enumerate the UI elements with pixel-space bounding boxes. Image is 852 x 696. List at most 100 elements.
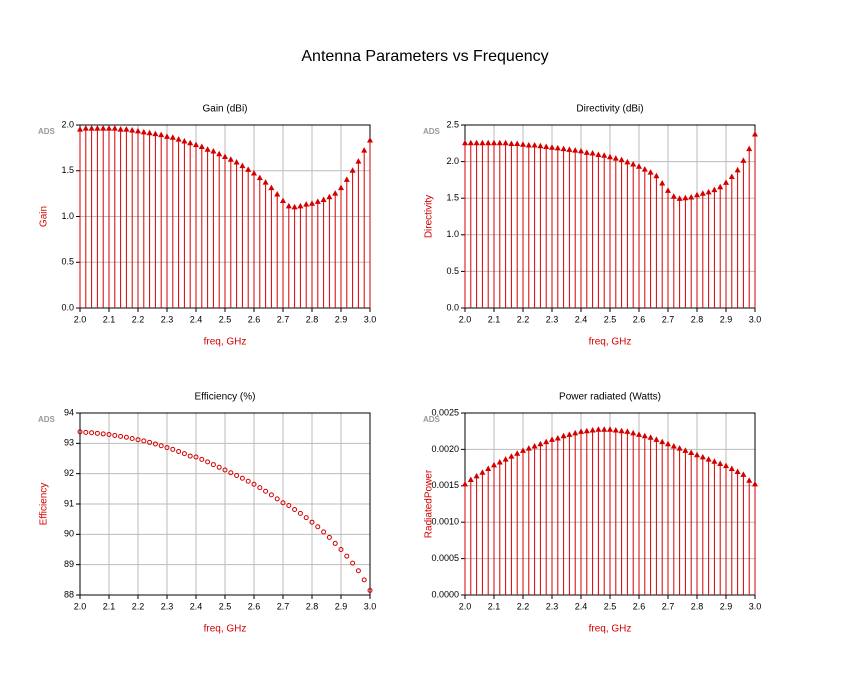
y-tick-label: 1.0 [446, 229, 459, 239]
x-tick-label: 2.4 [575, 601, 588, 611]
x-tick-label: 2.8 [691, 601, 704, 611]
marker [263, 488, 269, 494]
marker [653, 436, 660, 442]
marker [636, 431, 642, 437]
marker [274, 191, 281, 197]
marker [740, 157, 747, 163]
watermark: ADS [38, 127, 56, 136]
marker [734, 468, 741, 474]
marker [367, 587, 373, 593]
x-tick-label: 2.9 [335, 314, 348, 324]
x-tick-label: 2.6 [248, 601, 261, 611]
marker [705, 456, 712, 462]
marker [531, 442, 538, 449]
marker [268, 184, 275, 191]
subplot: Efficiency (%) ADS freq, GHz Efficiency 88 89… [38, 392, 376, 635]
marker [355, 158, 362, 164]
marker [367, 137, 373, 143]
y-tick-label: 92 [64, 468, 74, 478]
marker [297, 510, 303, 516]
y-tick-label: 1.0 [61, 211, 74, 221]
marker [292, 506, 298, 512]
x-tick-label: 2.6 [633, 601, 646, 611]
marker [152, 130, 159, 137]
marker [170, 446, 176, 452]
marker [227, 156, 234, 162]
marker [216, 150, 223, 157]
marker [647, 434, 654, 440]
x-tick-label: 2.4 [190, 601, 203, 611]
marker [491, 139, 497, 146]
y-tick-label: 0.0 [61, 302, 74, 312]
marker [181, 451, 187, 457]
marker [618, 427, 625, 434]
marker [100, 431, 106, 437]
marker [146, 129, 153, 136]
subplot-title: Directivity (dBi) [576, 104, 643, 115]
x-tick-label: 3.0 [364, 601, 377, 611]
marker [676, 195, 683, 201]
y-tick-label: 2.5 [446, 119, 459, 129]
subplot: Directivity (dBi) ADS freq, GHz Directivity… [423, 104, 761, 348]
marker [589, 426, 596, 433]
marker [572, 429, 579, 436]
marker [641, 432, 648, 439]
marker [665, 440, 671, 447]
marker [326, 193, 333, 200]
x-tick-label: 2.8 [691, 314, 704, 324]
marker [688, 449, 695, 456]
marker [233, 159, 240, 165]
marker [135, 437, 141, 443]
marker [198, 143, 205, 149]
marker [176, 449, 182, 455]
marker [485, 139, 492, 146]
marker [717, 183, 724, 190]
marker [595, 151, 602, 158]
marker [199, 456, 205, 462]
marker [549, 144, 555, 150]
marker [169, 134, 176, 140]
x-tick-label: 2.5 [604, 601, 617, 611]
marker [630, 429, 637, 436]
marker [624, 158, 631, 165]
x-tick-label: 2.5 [604, 314, 617, 324]
marker [462, 139, 468, 146]
marker [525, 141, 532, 148]
marker [350, 560, 356, 566]
marker [158, 131, 165, 138]
watermark: ADS [38, 415, 56, 424]
marker [694, 451, 700, 458]
marker [100, 125, 107, 131]
marker [676, 445, 683, 451]
marker [94, 125, 101, 131]
y-tick-label: 0.0015 [431, 480, 459, 490]
marker [502, 139, 509, 146]
marker [543, 438, 550, 445]
marker [583, 149, 590, 155]
marker [77, 429, 83, 435]
marker [531, 141, 538, 148]
marker [485, 465, 492, 472]
y-tick-label: 1.5 [446, 193, 459, 203]
x-tick-label: 2.7 [277, 601, 290, 611]
y-tick-label: 94 [64, 407, 74, 417]
x-tick-label: 2.0 [74, 601, 87, 611]
marker [158, 443, 164, 449]
subplot-title: Gain (dBi) [202, 104, 247, 115]
marker [321, 529, 327, 535]
marker [496, 139, 503, 146]
marker [245, 166, 252, 172]
x-tick-label: 2.0 [459, 601, 472, 611]
x-axis-label: freq, GHz [204, 624, 247, 635]
marker [303, 201, 310, 207]
x-tick-label: 2.0 [74, 314, 87, 324]
marker [549, 436, 555, 442]
y-tick-label: 90 [64, 529, 74, 539]
x-tick-label: 2.2 [132, 314, 145, 324]
marker [141, 438, 147, 444]
marker [618, 156, 625, 163]
y-axis-label: Directivity [424, 195, 435, 238]
marker [682, 447, 689, 453]
marker [694, 191, 700, 198]
marker [630, 161, 637, 167]
